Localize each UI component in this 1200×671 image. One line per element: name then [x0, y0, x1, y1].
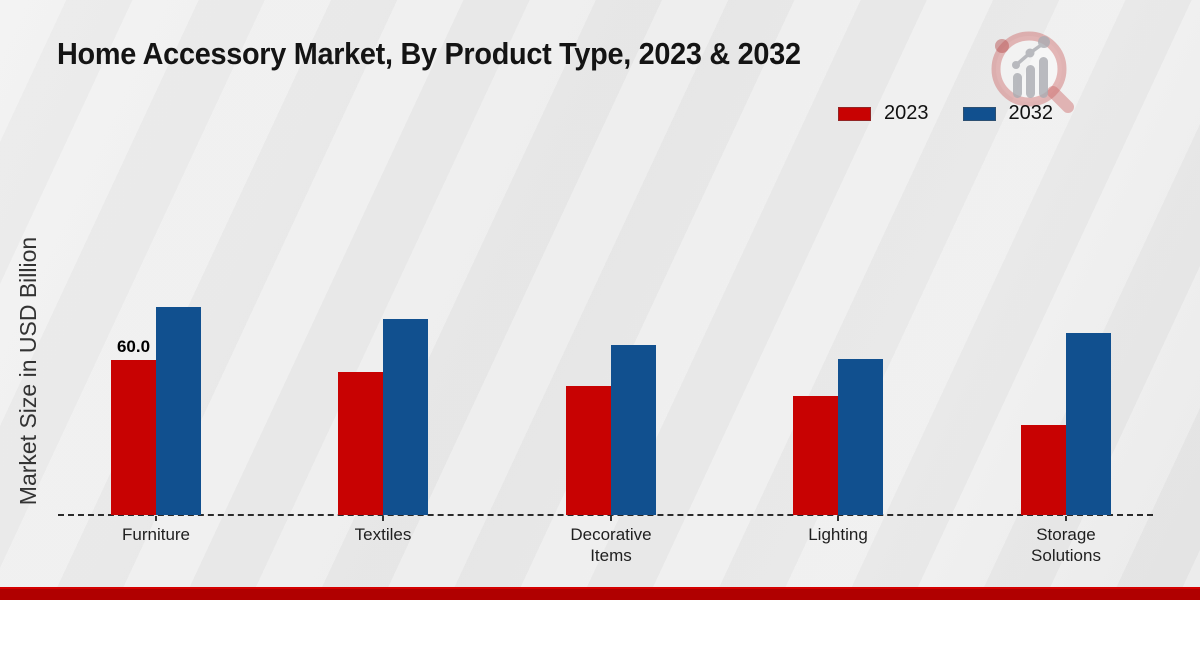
- data-label: 60.0: [116, 337, 151, 356]
- x-axis-tick: [610, 516, 612, 521]
- category-label: Decorative Items: [570, 525, 652, 566]
- bar-2023-furniture: [111, 360, 156, 515]
- page-background: Home Accessory Market, By Product Type, …: [0, 0, 1200, 600]
- category-label: Textiles: [354, 525, 412, 544]
- x-axis-tick: [382, 516, 384, 521]
- legend: 2023 2032: [838, 102, 1053, 125]
- bar-2023-textiles: [338, 371, 383, 515]
- bar-2032-lighting: [838, 358, 883, 515]
- category-label: Lighting: [808, 525, 868, 544]
- legend-swatch-2023-icon: [838, 106, 871, 121]
- magnifier-bar-chart-logo-icon: [991, 31, 1074, 113]
- bar-2032-storage-solutions: [1066, 332, 1111, 515]
- x-axis-tick: [1065, 516, 1067, 521]
- category-label: Furniture: [121, 525, 191, 544]
- legend-item-2023: 2023: [838, 102, 929, 125]
- chart-title: Home Accessory Market, By Product Type, …: [57, 36, 801, 71]
- x-axis-tick: [155, 516, 157, 521]
- bar-2032-textiles: [383, 318, 428, 515]
- footer-band: [0, 587, 1200, 600]
- bar-2023-decorative-items: [566, 385, 611, 515]
- category-label: Storage Solutions: [1031, 525, 1101, 566]
- x-axis-baseline: [58, 514, 1153, 516]
- legend-item-2032: 2032: [962, 102, 1054, 125]
- legend-label-2023: 2023: [884, 102, 929, 124]
- legend-swatch-2032-icon: [962, 106, 996, 121]
- bar-2023-lighting: [793, 396, 838, 515]
- bar-2032-furniture: [156, 307, 201, 515]
- bar-2032-decorative-items: [611, 344, 656, 515]
- plot-area: Furniture Textiles Decorative Items Lightin…: [58, 307, 1153, 566]
- bar-2023-storage-solutions: [1021, 424, 1066, 515]
- x-axis-tick: [837, 516, 839, 521]
- legend-label-2032: 2032: [1008, 102, 1054, 124]
